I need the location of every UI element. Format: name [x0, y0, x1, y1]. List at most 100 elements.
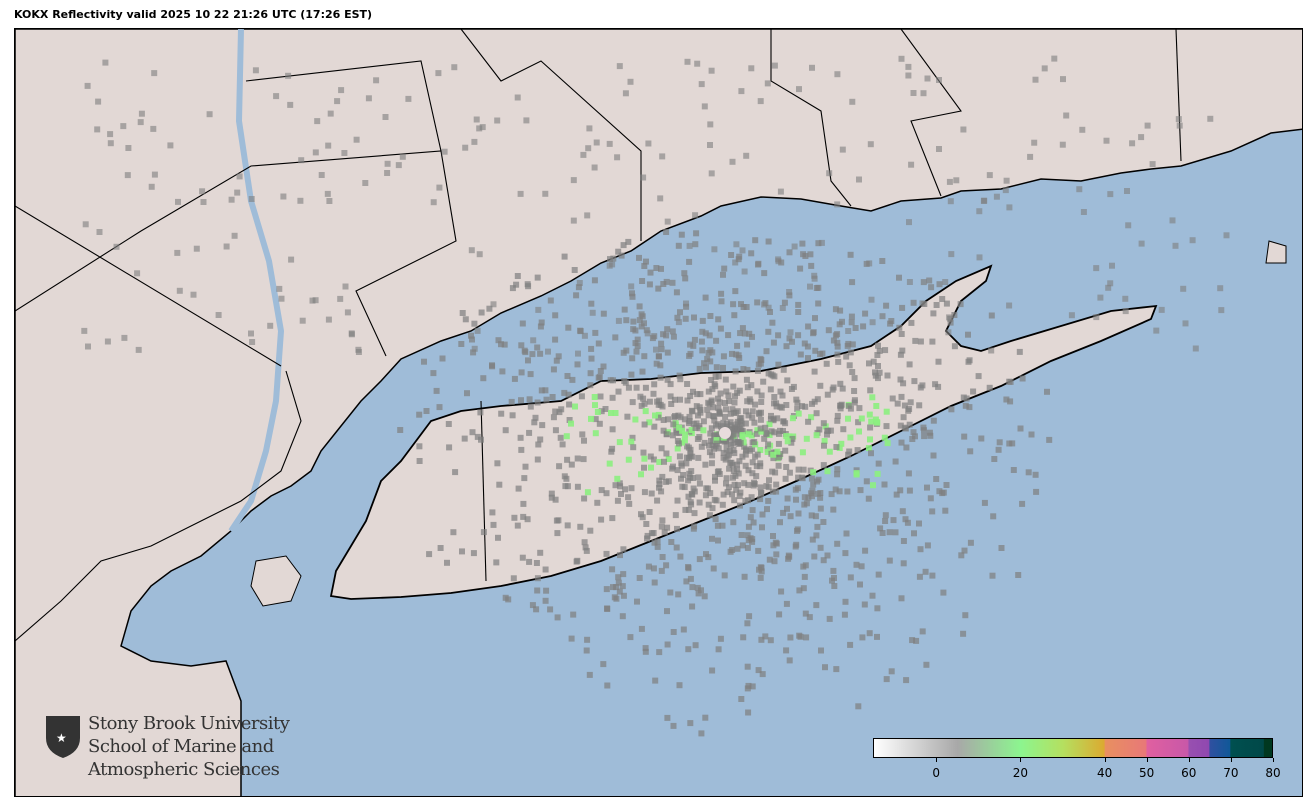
radar-echo	[648, 464, 654, 471]
radar-echo	[739, 325, 746, 332]
radar-echo	[744, 532, 751, 539]
radar-echo	[694, 60, 701, 67]
radar-echo	[716, 408, 723, 415]
radar-echo	[1010, 467, 1017, 473]
radar-echo	[514, 273, 521, 279]
radar-echo	[697, 409, 704, 416]
radar-echo	[734, 408, 741, 415]
radar-echo	[655, 414, 662, 421]
radar-echo	[688, 501, 695, 508]
radar-echo	[772, 469, 779, 476]
radar-echo	[1080, 209, 1087, 215]
radar-echo	[722, 400, 728, 406]
radar-echo	[916, 520, 922, 527]
radar-echo	[435, 70, 442, 77]
radar-echo	[748, 382, 755, 389]
radar-echo	[785, 552, 792, 559]
radar-echo	[151, 171, 158, 178]
radar-echo	[549, 394, 556, 400]
radar-echo	[675, 242, 682, 249]
radar-echo	[298, 157, 305, 164]
radar-echo	[397, 427, 404, 433]
radar-echo	[656, 484, 662, 491]
radar-echo	[739, 542, 746, 549]
radar-echo	[615, 317, 622, 324]
radar-echo	[670, 722, 677, 729]
radar-echo	[849, 279, 856, 286]
radar-echo	[620, 242, 627, 249]
radar-echo	[682, 275, 689, 282]
radar-echo	[725, 392, 732, 399]
radar-echo	[683, 303, 690, 310]
radar-echo	[867, 387, 874, 394]
radar-echo	[657, 362, 664, 369]
radar-echo	[739, 247, 746, 254]
radar-echo	[84, 82, 91, 89]
radar-echo	[896, 274, 902, 281]
radar-echo	[616, 588, 623, 595]
radar-echo	[709, 349, 716, 356]
radar-echo	[1059, 141, 1066, 148]
radar-echo	[881, 481, 888, 488]
radar-echo	[618, 491, 624, 497]
radar-echo	[384, 170, 391, 176]
radar-echo	[430, 370, 437, 377]
radar-echo	[692, 241, 699, 248]
radar-echo	[477, 409, 484, 416]
radar-echo	[725, 484, 732, 491]
radar-echo	[652, 412, 658, 419]
radar-echo	[610, 255, 617, 262]
radar-echo	[519, 320, 526, 327]
radar-echo	[755, 261, 761, 268]
radar-echo	[622, 486, 629, 493]
radar-echo	[664, 524, 671, 531]
radar-echo	[495, 337, 502, 344]
radar-echo	[1017, 425, 1024, 432]
radar-echo	[831, 583, 838, 589]
radar-echo	[565, 324, 572, 331]
radar-echo	[555, 517, 562, 524]
radar-echo	[746, 613, 753, 620]
colorbar-tick	[936, 758, 938, 762]
radar-echo	[545, 348, 551, 355]
radar-echo	[439, 355, 446, 362]
radar-echo	[988, 312, 995, 319]
radar-echo	[752, 237, 759, 244]
radar-echo	[829, 577, 835, 584]
radar-echo	[803, 435, 810, 442]
radar-echo	[901, 424, 908, 431]
radar-echo	[743, 152, 750, 159]
radar-echo	[807, 283, 813, 290]
radar-echo	[757, 496, 764, 503]
radar-echo	[1175, 116, 1182, 123]
radar-echo	[537, 350, 544, 357]
radar-echo	[717, 325, 724, 332]
radar-echo	[657, 374, 664, 381]
radar-echo	[990, 513, 997, 520]
radar-echo	[936, 488, 943, 495]
radar-echo	[729, 432, 736, 439]
radar-echo	[525, 357, 531, 364]
radar-echo	[825, 327, 832, 334]
radar-echo	[660, 417, 667, 423]
radar-echo	[1031, 139, 1038, 146]
radar-echo	[526, 429, 533, 436]
radar-echo	[837, 380, 844, 387]
radar-echo	[774, 415, 781, 422]
radar-echo	[916, 402, 923, 409]
radar-echo	[816, 426, 823, 433]
radar-echo	[976, 254, 983, 261]
radar-echo	[537, 436, 544, 443]
colorbar	[873, 738, 1273, 758]
radar-echo	[708, 170, 715, 177]
radar-echo	[580, 151, 587, 158]
radar-echo	[699, 317, 706, 324]
radar-echo	[921, 433, 928, 440]
radar-echo	[656, 397, 663, 404]
radar-echo	[695, 454, 702, 461]
radar-echo	[617, 483, 624, 490]
radar-echo	[848, 319, 855, 326]
radar-echo	[745, 709, 752, 716]
radar-echo	[581, 437, 587, 444]
radar-echo	[817, 505, 824, 512]
